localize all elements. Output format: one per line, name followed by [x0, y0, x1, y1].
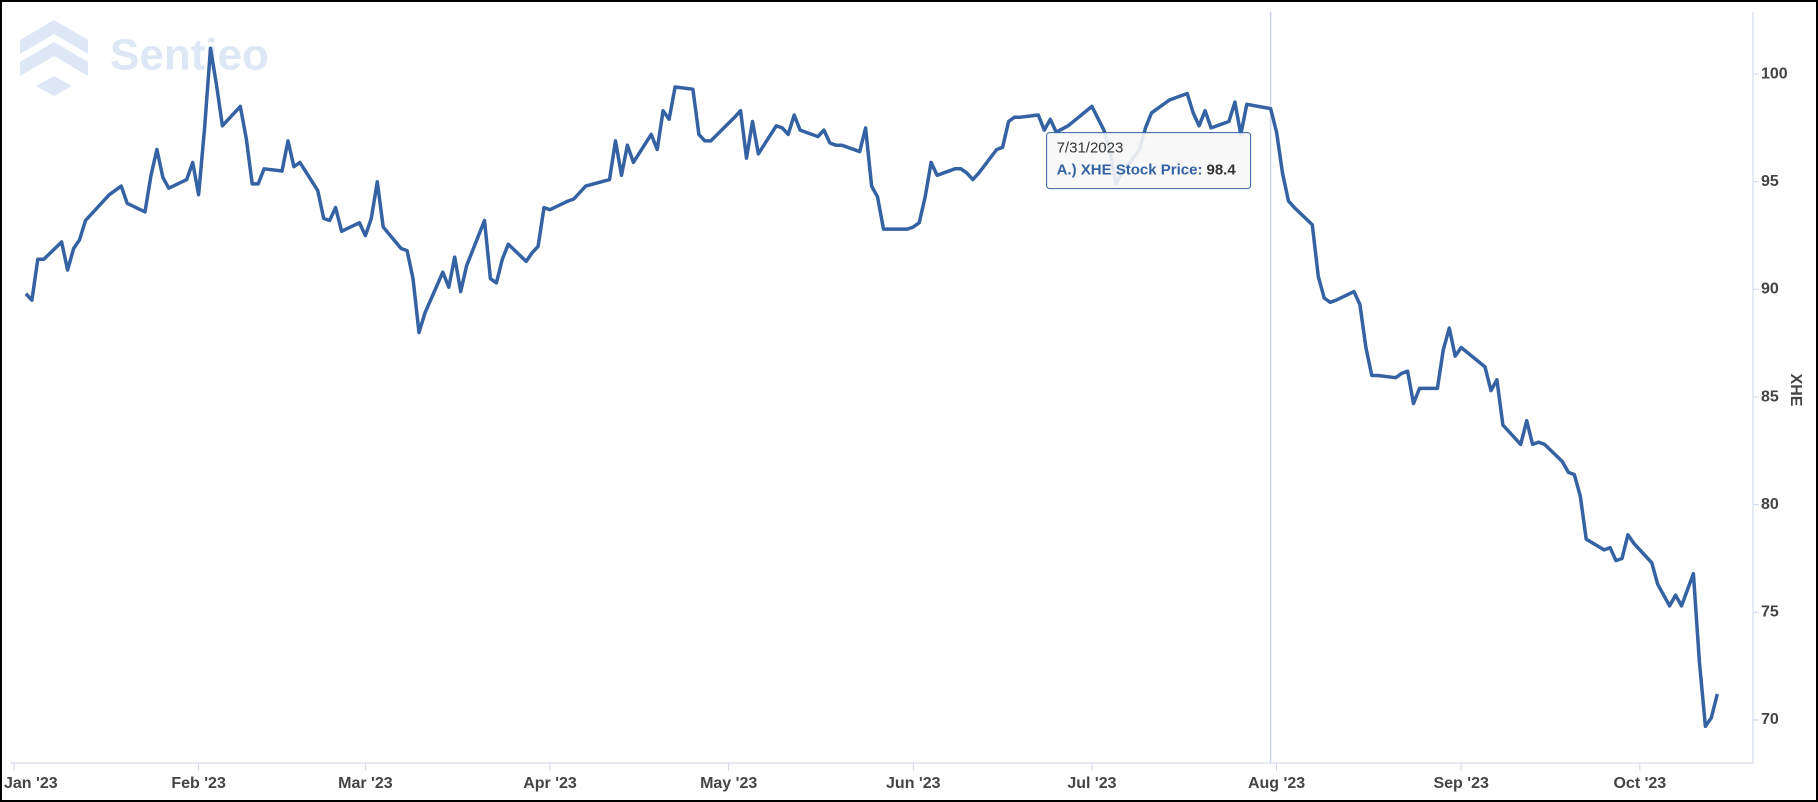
x-tick-label: Mar '23 — [338, 775, 393, 792]
x-tick-label: Jun '23 — [886, 775, 941, 792]
x-tick-label: Oct '23 — [1613, 775, 1666, 792]
x-tick-label: Feb '23 — [171, 775, 226, 792]
x-tick-label: Jan '23 — [4, 775, 58, 792]
y2-axis-title: XHE — [1787, 374, 1804, 407]
y2-tick-label: 70 — [1761, 711, 1779, 728]
y2-tick-label: 75 — [1761, 604, 1779, 621]
watermark: Sentieo — [110, 31, 269, 80]
x-tick-label: Aug '23 — [1248, 775, 1305, 792]
tooltip-label: A.) XHE Stock Price: — [1057, 162, 1203, 179]
y2-tick-label: 80 — [1761, 496, 1779, 513]
x-tick-label: Jul '23 — [1067, 775, 1116, 792]
tooltip-date: 7/31/2023 — [1057, 140, 1124, 157]
y2-tick-label: 95 — [1761, 173, 1779, 190]
x-tick-label: Apr '23 — [523, 775, 577, 792]
y2-tick-label: 85 — [1761, 388, 1779, 405]
tooltip-value: 98.4 — [1206, 162, 1236, 179]
x-tick-label: Sep '23 — [1433, 775, 1488, 792]
tooltip-series: A.) XHE Stock Price: 98.4 — [1057, 162, 1237, 179]
tooltip: 7/31/2023 A.) XHE Stock Price: 98.4 — [1046, 132, 1252, 190]
y2-tick-label: 90 — [1761, 281, 1779, 298]
tooltip-box — [1046, 132, 1252, 190]
price-line — [24, 46, 1719, 729]
watermark-logo — [20, 20, 88, 96]
x-tick-label: May '23 — [700, 775, 757, 792]
y2-tick-label: 100 — [1761, 65, 1788, 82]
